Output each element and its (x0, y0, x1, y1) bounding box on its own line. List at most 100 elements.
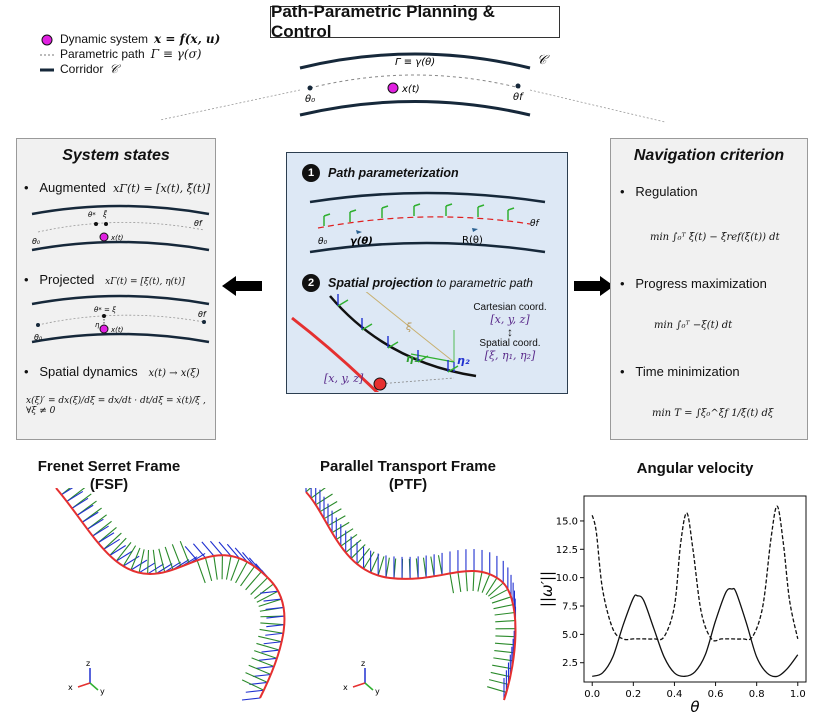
frame-binormal-line (122, 545, 137, 567)
frame-binormal-line (254, 650, 278, 659)
legend-label: Dynamic system (60, 32, 149, 46)
frame-normal-line (115, 550, 133, 562)
frame-binormal-line (251, 657, 275, 667)
ptf-title: Parallel Transport Frame (PTF) (288, 458, 528, 494)
spatial-eq: x(t) → x(ξ) (148, 368, 200, 379)
frame-normal-line (252, 673, 271, 678)
panel-title: Navigation criterion (633, 147, 785, 164)
frame-binormal-line (256, 642, 280, 651)
y-tick-label: 5.0 (562, 630, 578, 641)
theta-star-label: θ* (88, 211, 96, 219)
legend-eq: x = f(x, u) (154, 32, 221, 46)
frame-binormal-line (491, 596, 512, 604)
frame-binormal-line (204, 557, 213, 582)
frame-binormal-line (241, 679, 265, 691)
frame-normal-line (122, 555, 140, 567)
thetaf-label: θf (198, 310, 207, 319)
magenta-dot-icon (41, 34, 53, 45)
frame-normal-line (61, 488, 74, 496)
step2-number: 2 (302, 274, 320, 292)
frame-binormal-line (250, 577, 269, 595)
page-title: Path-Parametric Planning & Control (270, 2, 560, 41)
frame-binormal-line (254, 583, 274, 600)
frame-normal-line (263, 598, 282, 602)
frame-binormal-line (323, 508, 342, 520)
spatial-label: Spatial coord. (479, 338, 541, 349)
frame-normal-line (192, 543, 206, 559)
time-label: Time minimization (635, 364, 740, 379)
cartesian-vec: [x, y, z] (490, 313, 530, 326)
frame-binormal-line (449, 573, 455, 594)
axis-y-label: y (100, 687, 105, 696)
frame-binormal-line (164, 546, 174, 570)
projected-eq: xΓ(t) = [ξ(t), η(t)] (105, 277, 185, 287)
eta-label: η (95, 321, 100, 329)
frame-normal-line (71, 497, 89, 509)
projected-diagram: θ₀ θf θ* = ξ η x(t) (31, 294, 210, 344)
x-tick-label: 0.0 (584, 689, 600, 700)
spatial-label: Spatial dynamics (39, 364, 138, 379)
frame-binormal-line (494, 649, 515, 654)
frame-normal-line (209, 540, 223, 556)
frame-binormal-line (130, 547, 141, 571)
spatial-row: • Spatial dynamics x(t) → x(ξ) (24, 364, 200, 379)
x-tick-label: 0.6 (708, 689, 724, 700)
frame-normal-line (87, 518, 104, 530)
frame-binormal-line (115, 542, 132, 562)
frame-binormal-line (335, 528, 354, 540)
dashed-line-icon (40, 54, 54, 55)
theta-star-label: θ* = ξ (94, 306, 116, 314)
frame-normal-line (263, 641, 282, 645)
frame-normal-line (76, 504, 94, 516)
augmented-label: Augmented (39, 180, 106, 195)
thetaf-label: θf (513, 92, 524, 103)
frame-binormal-line (245, 571, 262, 591)
frame-binormal-line (258, 598, 282, 607)
x-tick-label: 0.4 (666, 689, 682, 700)
theta0-label: θ₀ (34, 333, 43, 342)
ptf-frame-plot: z x y (305, 488, 517, 701)
thetaf-label: θf (530, 219, 541, 229)
frame-normal-line (258, 657, 277, 661)
legend-item-dynamic-system: Dynamic system x = f(x, u) (40, 32, 220, 47)
frame-binormal-line (345, 539, 362, 554)
frame-normal-line (234, 547, 248, 563)
regulation-label: Regulation (635, 184, 698, 199)
axis-z-label: z (86, 659, 90, 668)
frame-normal-line (103, 538, 120, 550)
frame-normal-line (81, 511, 99, 523)
angular-velocity-title: Angular velocity (636, 460, 754, 477)
fsf-title-line2: (FSF) (89, 476, 129, 493)
axis-y-label: y (375, 687, 380, 696)
augmented-row: • Augmented xΓ(t) = [x(t), ξ̃(t)] (24, 180, 211, 195)
y-tick-label: 15.0 (556, 516, 578, 527)
spatial-vec: [ξ, η₁, η₂] (484, 349, 536, 362)
frame-binormal-line (258, 635, 282, 643)
frame-binormal-line (230, 558, 240, 581)
legend-eq: 𝒞 (109, 62, 119, 76)
gamma-label: Γ ≡ γ(θ) (395, 57, 435, 68)
frame-normal-line (266, 615, 285, 619)
axis-triad-icon: z x y (343, 659, 380, 696)
frame-binormal-line (487, 686, 507, 693)
frame-normal-line (265, 606, 284, 611)
y-tick-label: 10.0 (556, 573, 578, 584)
axis-x-label: x (343, 683, 348, 692)
corridor-label: 𝒞 (537, 53, 550, 68)
navigation-criterion-panel: Navigation criterion (610, 138, 808, 440)
point-vec: [x, y, z] (324, 372, 364, 385)
frame-binormal-line (472, 571, 475, 592)
time-row: • Time minimization (620, 364, 740, 379)
frame-binormal-line (377, 556, 385, 576)
frame-normal-line (266, 624, 285, 628)
frame-binormal-line (481, 574, 491, 593)
x-tick-label: 0.8 (749, 689, 765, 700)
theta0-label: θ₀ (318, 237, 328, 247)
frame-binormal-line (495, 635, 516, 638)
frame-normal-line (245, 689, 264, 693)
frame-normal-line (66, 490, 84, 502)
panel-title: System states (62, 147, 170, 164)
theta0-label: θ₀ (305, 94, 315, 105)
y-tick-label: 2.5 (562, 658, 578, 669)
step1-number: 1 (302, 164, 320, 182)
